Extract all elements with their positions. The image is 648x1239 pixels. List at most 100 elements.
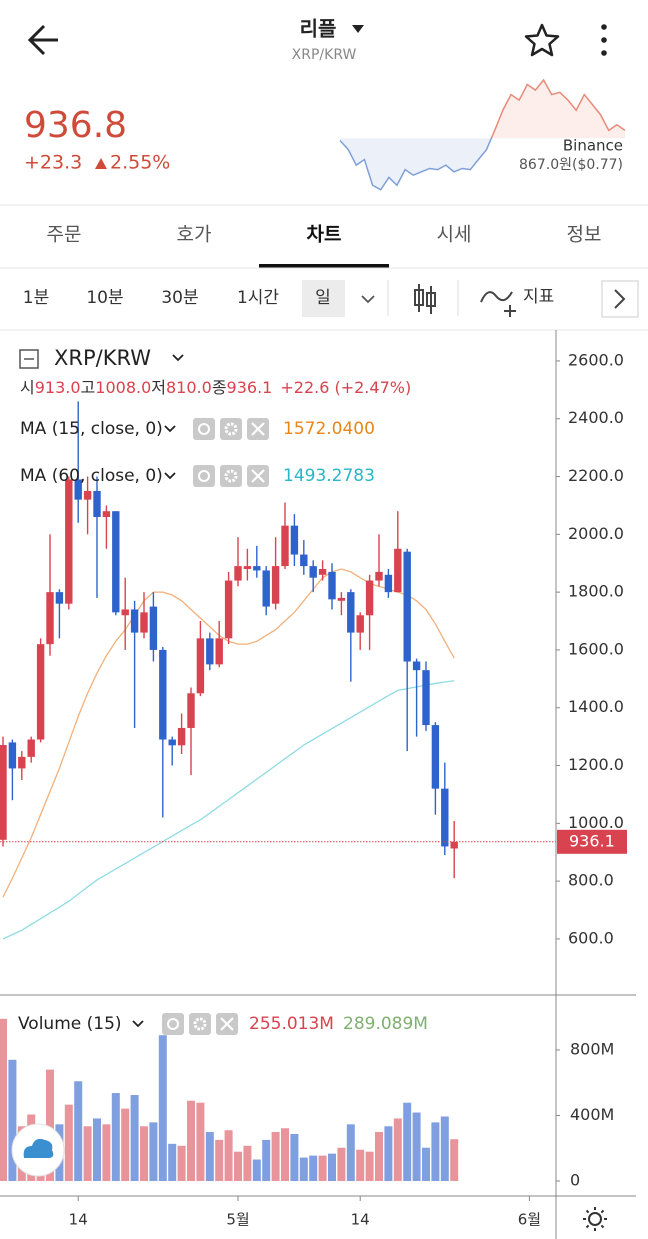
- volume-bar: [168, 1143, 177, 1181]
- ma-name: MA (15, close, 0): [20, 419, 163, 439]
- collapse-button[interactable]: [19, 349, 39, 369]
- y-tick-label: 600.0: [568, 928, 614, 947]
- interval[interactable]: 일: [315, 288, 331, 308]
- eye-icon: [198, 423, 210, 435]
- volume-bar: [346, 1124, 355, 1181]
- candle-body: [412, 661, 421, 671]
- indicator-controls[interactable]: [162, 1013, 238, 1035]
- candle-body: [243, 566, 252, 570]
- x-tick-label: 14: [69, 1211, 88, 1229]
- dropdown-icon[interactable]: [352, 25, 364, 33]
- exchange-price: 867.0원($0.77): [519, 157, 623, 173]
- interval[interactable]: 30분: [161, 288, 198, 308]
- interval-more[interactable]: [361, 295, 375, 304]
- favorite-button[interactable]: [524, 23, 560, 57]
- candle-body: [168, 739, 176, 746]
- ohlc-label: 고: [81, 378, 96, 397]
- candle-body: [36, 644, 45, 740]
- candle-body: [130, 609, 139, 633]
- candle-body: [55, 592, 64, 604]
- volume-bar: [375, 1132, 384, 1181]
- volume-bar: [328, 1153, 337, 1181]
- tab[interactable]: 호가: [177, 224, 212, 246]
- indicator-controls[interactable]: [193, 465, 269, 487]
- candle-body: [140, 612, 148, 633]
- volume-bar: [252, 1159, 261, 1181]
- ohlc-label: 종: [212, 378, 227, 397]
- volume-bar: [93, 1118, 102, 1181]
- tab[interactable]: 차트: [307, 224, 342, 246]
- volume-bar: [271, 1132, 280, 1181]
- control-box[interactable]: [193, 465, 215, 487]
- scroll-button[interactable]: [601, 280, 639, 318]
- symbol-dropdown[interactable]: [172, 354, 184, 362]
- close-icon: [251, 469, 265, 483]
- candle-body: [318, 569, 327, 575]
- candle-body: [347, 592, 355, 633]
- settings-button[interactable]: [583, 1207, 607, 1231]
- candle-body: [65, 479, 73, 604]
- dropdown-icon[interactable]: [164, 425, 176, 433]
- eye-icon: [167, 1018, 179, 1030]
- indicator-controls[interactable]: [193, 418, 269, 440]
- indicator-icon: [480, 291, 513, 303]
- last-price-label: 936.1: [569, 831, 615, 850]
- candle-body: [281, 525, 289, 567]
- indicator-button[interactable]: 지표: [523, 287, 554, 307]
- volume-bar: [64, 1104, 73, 1181]
- candle-body: [403, 551, 411, 662]
- sparkline-area: [340, 80, 625, 190]
- exchange-krw: 867.0원: [519, 157, 572, 173]
- candle-body: [149, 606, 158, 650]
- menu-button[interactable]: [601, 24, 607, 56]
- volume-bar: [309, 1155, 318, 1181]
- y-tick-label: 400M: [570, 1105, 614, 1124]
- ohlc-value: 936.1: [227, 378, 273, 397]
- control-box[interactable]: [220, 418, 242, 440]
- tab[interactable]: 주문: [47, 224, 82, 246]
- ohlc-value: 810.0: [166, 378, 212, 397]
- tab[interactable]: 시세: [437, 224, 472, 246]
- candle-body: [271, 566, 280, 604]
- y-tick-label: 800.0: [568, 871, 614, 890]
- volume-bar: [158, 1035, 167, 1181]
- chart-type-button[interactable]: [414, 284, 436, 314]
- candle-body: [83, 490, 92, 500]
- candle-body: [112, 511, 120, 613]
- x-tick-label: 14: [351, 1211, 370, 1229]
- candle-body: [337, 597, 346, 601]
- candle-body: [365, 580, 374, 616]
- overlay: 600.0 800.0 1000.0 1200.0 1400.0 1600.0 1800.0…: [0, 350, 627, 1229]
- volume-bar: [243, 1145, 252, 1181]
- candle-body: [8, 742, 17, 769]
- volume-bar: [337, 1147, 346, 1181]
- candle-body: [450, 841, 458, 849]
- interval[interactable]: 1시간: [237, 288, 279, 308]
- interval[interactable]: 1분: [23, 288, 49, 308]
- volume-bar: [450, 1139, 459, 1181]
- control-box[interactable]: [162, 1013, 184, 1035]
- volume-bar: [262, 1139, 271, 1181]
- volume-bar: [224, 1130, 233, 1181]
- candle-body: [224, 580, 233, 639]
- back-button[interactable]: [27, 24, 58, 56]
- control-box[interactable]: [220, 465, 242, 487]
- candle-body: [234, 566, 242, 581]
- volume-bar: [149, 1122, 158, 1181]
- ma-name: MA (60, close, 0): [20, 466, 163, 486]
- title: 리플: [300, 17, 337, 41]
- volume-bar: [74, 1081, 83, 1181]
- candle-body: [215, 638, 223, 665]
- interval[interactable]: 10분: [86, 288, 123, 308]
- control-box[interactable]: [193, 418, 215, 440]
- dropdown-icon[interactable]: [132, 1020, 144, 1028]
- close-icon: [251, 422, 265, 436]
- moving-average: [2, 680, 455, 940]
- volume-bar: [318, 1155, 327, 1181]
- dropdown-icon[interactable]: [164, 472, 176, 480]
- candle-body: [187, 693, 195, 728]
- price-change: +23.3: [24, 152, 82, 174]
- control-box[interactable]: [189, 1013, 211, 1035]
- tab[interactable]: 정보: [567, 224, 602, 246]
